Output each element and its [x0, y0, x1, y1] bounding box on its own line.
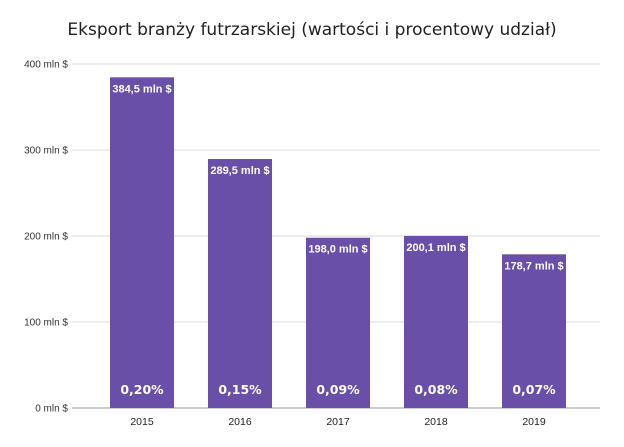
x-tick-label: 2019 [522, 416, 546, 428]
share-label: 0,08% [414, 382, 458, 397]
x-tick-label: 2016 [228, 416, 252, 428]
value-label: 200,1 mln $ [406, 242, 465, 254]
x-axis-ticks: 2015 2016 2017 2018 2019 [130, 416, 546, 428]
x-tick-label: 2017 [326, 416, 350, 428]
x-tick-label: 2015 [130, 416, 154, 428]
share-label: 0,15% [218, 382, 262, 397]
bar-2017 [306, 237, 370, 408]
share-label: 0,20% [120, 382, 164, 397]
share-label: 0,09% [316, 382, 360, 397]
value-label: 178,7 mln $ [504, 260, 563, 272]
value-label: 384,5 mln $ [112, 83, 171, 95]
y-tick-label: 300 mln $ [24, 146, 68, 157]
y-tick-label: 0 mln $ [35, 404, 68, 415]
bar-2016 [208, 159, 272, 408]
chart-title: Eksport branży futrzarskiej (wartości i … [67, 20, 557, 40]
bar-2018 [404, 235, 468, 408]
bars: 384,5 mln $ 0,20% 289,5 mln $ 0,15% 198,0 ml… [110, 77, 566, 408]
y-tick-label: 200 mln $ [24, 232, 68, 243]
value-label: 198,0 mln $ [308, 244, 367, 256]
y-tick-label: 100 mln $ [24, 318, 68, 329]
y-axis-ticks: 0 mln $ 100 mln $ 200 mln $ 300 mln $ 400 ml… [24, 60, 68, 415]
bar-2015 [110, 77, 174, 408]
bar-2019 [502, 254, 566, 408]
y-tick-label: 400 mln $ [24, 60, 68, 71]
share-label: 0,07% [512, 382, 556, 397]
value-label: 289,5 mln $ [210, 165, 269, 177]
x-tick-label: 2018 [424, 416, 448, 428]
